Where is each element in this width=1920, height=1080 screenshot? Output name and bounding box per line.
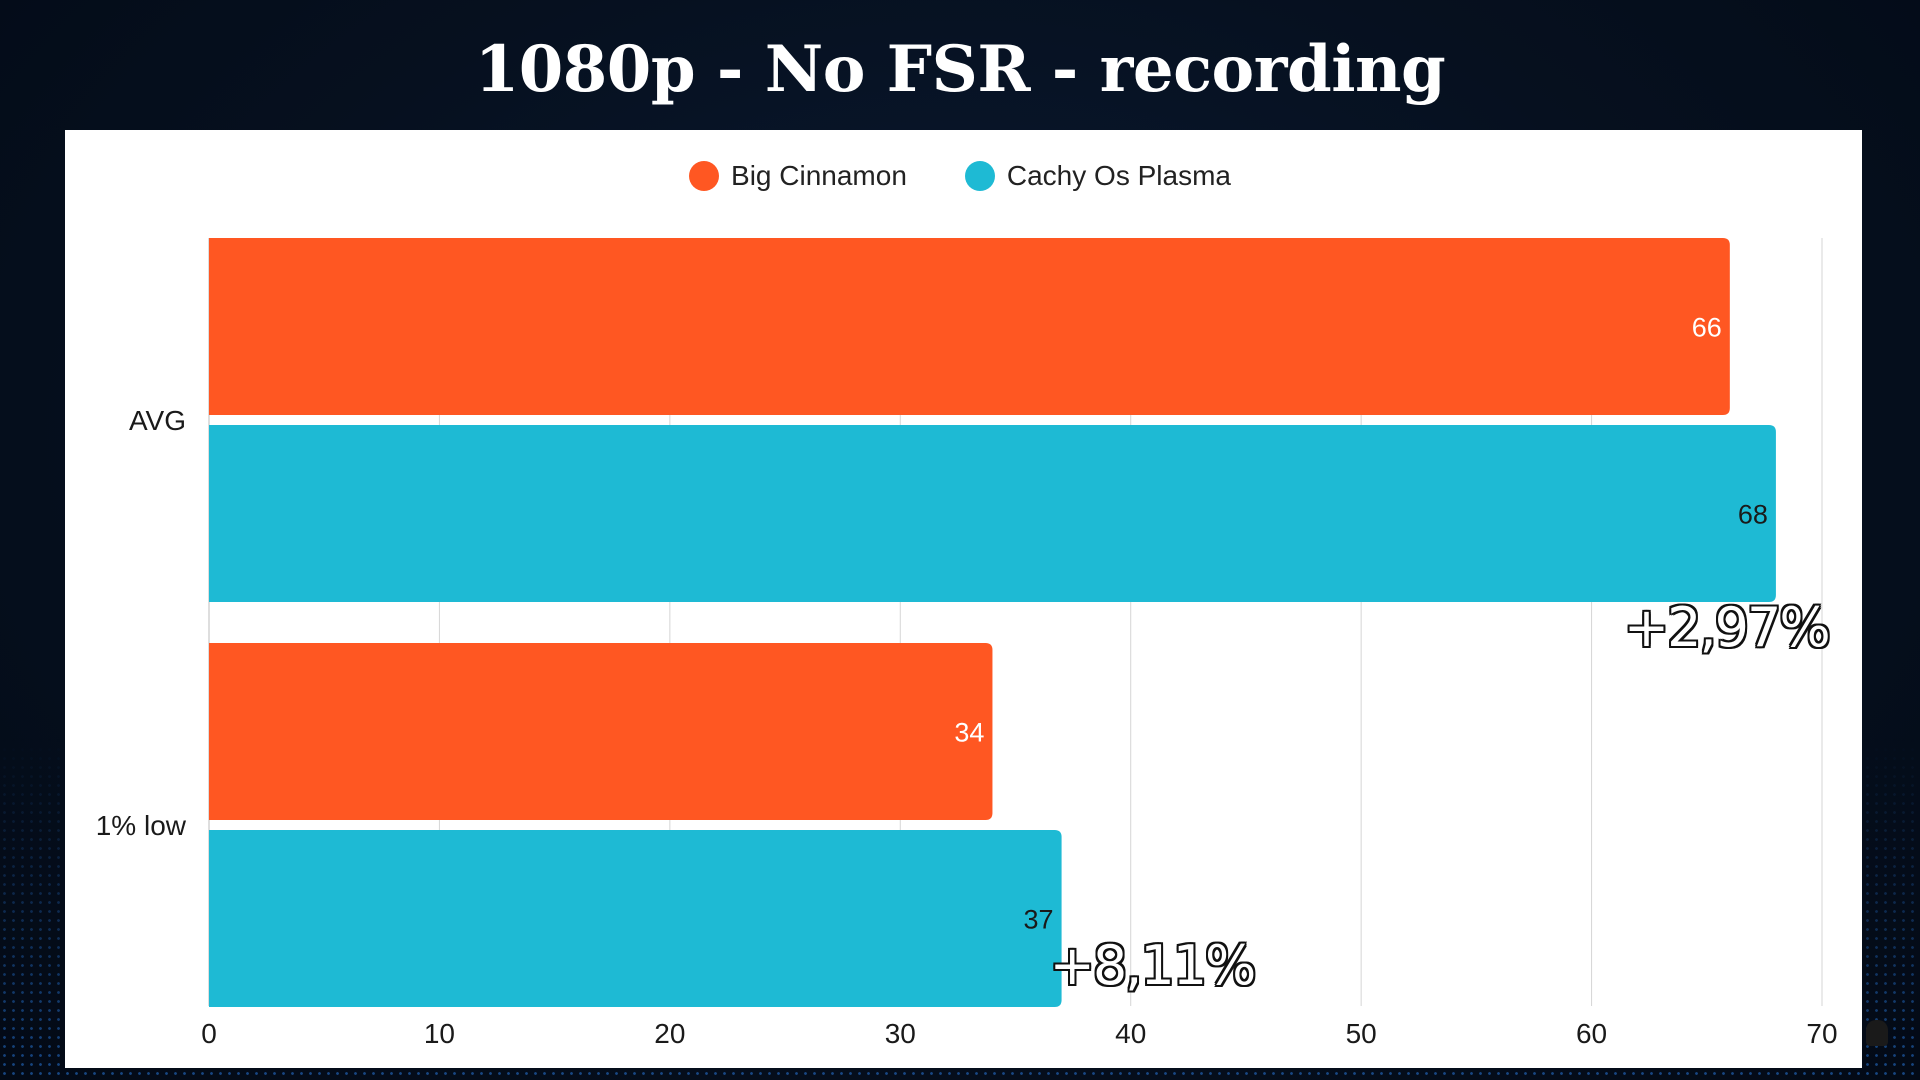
legend-swatch-big-cinnamon [689,161,720,191]
bar-big-cinnamon-1 [209,643,993,820]
x-tick-label-30: 30 [885,1018,916,1049]
percent-gain-avg: +2,97% [1623,596,1831,659]
x-tick-label-0: 0 [201,1018,217,1049]
legend-swatch-cachy-os-plasma [964,161,995,191]
data-label-big-cinnamon-0: 66 [1692,313,1722,343]
x-tick-label-20: 20 [654,1018,685,1049]
bar-cachy-os-plasma-1 [209,830,1062,1007]
data-label-cachy-os-plasma-0: 68 [1738,500,1768,530]
legend-label-big-cinnamon: Big Cinnamon [731,160,907,191]
bar-big-cinnamon-0 [209,238,1730,415]
bar-cachy-os-plasma-0 [209,425,1776,602]
data-label-cachy-os-plasma-1: 37 [1024,905,1054,935]
x-tick-label-60: 60 [1576,1018,1607,1049]
percent-gain-1pct-low: +8,11% [1049,934,1257,997]
channel-avatar-icon [1866,1020,1888,1046]
legend-item-big-cinnamon: Big Cinnamon [689,160,907,192]
legend-item-cachy-os-plasma: Cachy Os Plasma [964,160,1231,192]
legend-label-cachy-os-plasma: Cachy Os Plasma [1006,160,1231,191]
x-tick-label-10: 10 [424,1018,455,1049]
category-label-0: AVG [129,405,186,436]
x-tick-label-70: 70 [1806,1018,1837,1049]
page-title: 1080p - No FSR - recording [474,32,1446,107]
x-tick-label-50: 50 [1346,1018,1377,1049]
data-label-big-cinnamon-1: 34 [954,718,984,748]
x-tick-label-40: 40 [1115,1018,1146,1049]
legend: Big Cinnamon Cachy Os Plasma [0,160,1920,192]
category-label-1: 1% low [96,810,187,841]
